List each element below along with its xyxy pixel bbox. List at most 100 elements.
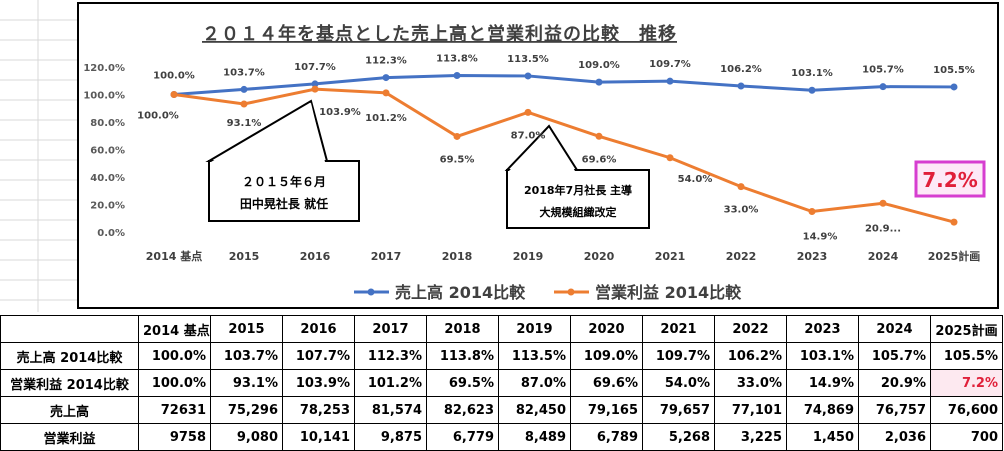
series-line (173, 87, 955, 224)
y-tick-label: 60.0% (90, 146, 125, 157)
table-cell[interactable]: 74,869 (786, 396, 859, 424)
table-corner-cell[interactable] (0, 315, 139, 343)
data-label: 109.0% (578, 60, 620, 71)
data-point (879, 83, 887, 91)
table-cell[interactable]: 106.2% (714, 342, 787, 370)
table-cell[interactable]: 6,789 (570, 423, 643, 451)
data-point (950, 218, 958, 226)
table-header-cell[interactable]: 2023 (786, 315, 859, 343)
table-cell[interactable]: 87.0% (498, 369, 571, 397)
table-header-cell[interactable]: 2022 (714, 315, 787, 343)
table-cell[interactable]: 10,141 (282, 423, 355, 451)
table-cell[interactable]: 7.2% (930, 369, 1003, 397)
table-cell[interactable]: 20.9% (858, 369, 931, 397)
table-cell[interactable]: 82,450 (498, 396, 571, 424)
table-header-cell[interactable]: 2015 (210, 315, 283, 343)
table-header-cell[interactable]: 2014 基点 (138, 315, 211, 343)
table-cell[interactable]: 9,080 (210, 423, 283, 451)
data-label: 14.9% (803, 232, 838, 243)
data-point (808, 86, 816, 94)
y-tick-label: 120.0% (83, 63, 125, 74)
data-label: 106.2% (720, 64, 762, 75)
table-cell[interactable]: 103.1% (786, 342, 859, 370)
table-cell[interactable]: 109.0% (570, 342, 643, 370)
table-cell[interactable]: 700 (930, 423, 1003, 451)
callout-box (208, 160, 360, 222)
table-cell[interactable]: 101.2% (354, 369, 427, 397)
table-cell[interactable]: 8,489 (498, 423, 571, 451)
y-tick-label: 20.0% (90, 201, 125, 212)
data-label: 87.0% (511, 130, 546, 141)
table-cell[interactable]: 9758 (138, 423, 211, 451)
table-cell[interactable]: 105.5% (930, 342, 1003, 370)
table-header-cell[interactable]: 2021 (642, 315, 715, 343)
table-cell[interactable]: 93.1% (210, 369, 283, 397)
y-tick-label: 0.0% (97, 228, 125, 239)
table-row-label[interactable]: 売上高 (0, 396, 139, 424)
table-cell[interactable]: 113.8% (426, 342, 499, 370)
table-header-cell[interactable]: 2018 (426, 315, 499, 343)
table-cell[interactable]: 72631 (138, 396, 211, 424)
data-point (311, 85, 319, 93)
callout-box (506, 169, 650, 229)
x-tick-label: 2017 (371, 250, 402, 263)
table-cell[interactable]: 107.7% (282, 342, 355, 370)
table-cell[interactable]: 69.6% (570, 369, 643, 397)
data-label: 20.9... (865, 223, 901, 234)
data-point (808, 208, 816, 216)
data-label: 69.5% (440, 154, 475, 165)
table-cell[interactable]: 2,036 (858, 423, 931, 451)
table-cell[interactable]: 79,165 (570, 396, 643, 424)
table-cell[interactable]: 77,101 (714, 396, 787, 424)
table-cell[interactable]: 82,623 (426, 396, 499, 424)
table-cell[interactable]: 103.9% (282, 369, 355, 397)
x-tick-label: 2014 基点 (146, 249, 202, 263)
table-cell[interactable]: 109.7% (642, 342, 715, 370)
highlight-label: 7.2% (922, 168, 977, 192)
table-cell[interactable]: 81,574 (354, 396, 427, 424)
data-label: 113.8% (436, 54, 478, 65)
table-cell[interactable]: 33.0% (714, 369, 787, 397)
table-cell[interactable]: 1,450 (786, 423, 859, 451)
table-header-cell[interactable]: 2019 (498, 315, 571, 343)
table-cell[interactable]: 100.0% (138, 342, 211, 370)
table-header-cell[interactable]: 2020 (570, 315, 643, 343)
table-header-cell[interactable]: 2016 (282, 315, 355, 343)
table-cell[interactable]: 76,600 (930, 396, 1003, 424)
data-label: 105.7% (862, 65, 904, 76)
table-row: 売上高 2014比較 100.0% 103.7% 107.7% 112.3% 113.8%… (0, 342, 1003, 370)
callout-text: 大規模組織改定 (540, 205, 617, 219)
legend-marker (367, 288, 375, 296)
table-cell[interactable]: 105.7% (858, 342, 931, 370)
table-cell[interactable]: 14.9% (786, 369, 859, 397)
data-point (453, 72, 461, 80)
table-cell[interactable]: 76,757 (858, 396, 931, 424)
table-cell[interactable]: 69.5% (426, 369, 499, 397)
table-row-label[interactable]: 売上高 2014比較 (0, 342, 139, 370)
table-cell[interactable]: 3,225 (714, 423, 787, 451)
table-cell[interactable]: 9,875 (354, 423, 427, 451)
table-cell[interactable]: 6,779 (426, 423, 499, 451)
table-cell[interactable]: 78,253 (282, 396, 355, 424)
table-cell[interactable]: 100.0% (138, 369, 211, 397)
table-cell[interactable]: 113.5% (498, 342, 571, 370)
table-row: 営業利益 2014比較 100.0% 93.1% 103.9% 101.2% 69.5% 8… (0, 369, 1003, 397)
table-row-label[interactable]: 営業利益 (0, 423, 139, 451)
table-cell[interactable]: 103.7% (210, 342, 283, 370)
table-header-cell[interactable]: 2025計画 (930, 315, 1003, 343)
table-cell[interactable]: 112.3% (354, 342, 427, 370)
data-point (950, 83, 958, 91)
table-row-label[interactable]: 営業利益 2014比較 (0, 369, 139, 397)
table-header-cell[interactable]: 2017 (354, 315, 427, 343)
table-cell[interactable]: 5,268 (642, 423, 715, 451)
table-cell[interactable]: 54.0% (642, 369, 715, 397)
callout-pointer-fill (211, 103, 325, 162)
line-chart: ２０１４年を基点とした売上高と営業利益の比較 推移 0.0% 20.0% 40.0% 6… (83, 23, 986, 302)
data-label: 33.0% (724, 205, 759, 216)
table-cell[interactable]: 79,657 (642, 396, 715, 424)
chart-title: ２０１４年を基点とした売上高と営業利益の比較 推移 (202, 23, 677, 45)
data-label: 103.1% (791, 68, 833, 79)
chart-area[interactable]: ２０１４年を基点とした売上高と営業利益の比較 推移 0.0% 20.0% 40.0% 6… (77, 2, 999, 309)
table-cell[interactable]: 75,296 (210, 396, 283, 424)
table-header-cell[interactable]: 2024 (858, 315, 931, 343)
